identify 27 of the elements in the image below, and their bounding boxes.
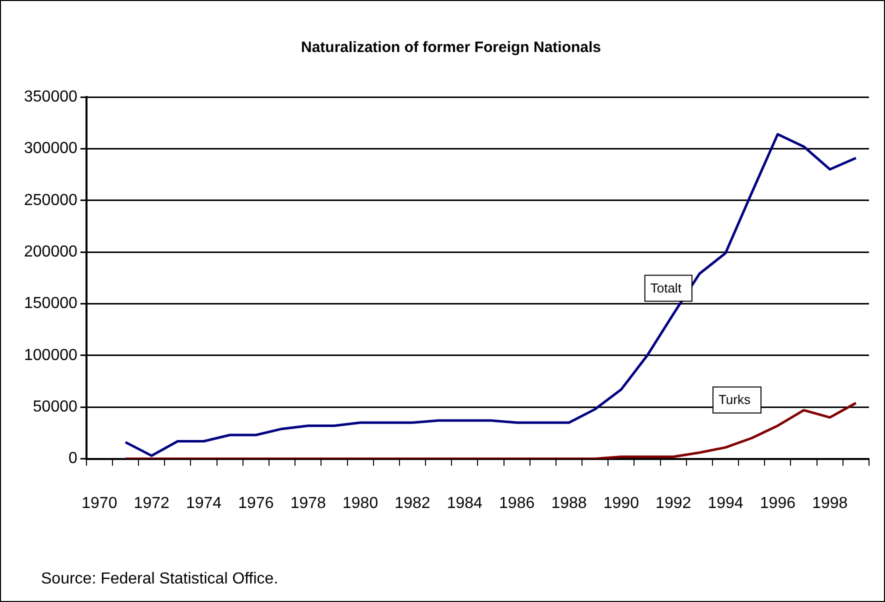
x-tick-label: 1998 (812, 494, 848, 512)
x-tick-label: 1978 (290, 494, 326, 512)
chart-title: Naturalization of former Foreign Nationals (300, 39, 602, 56)
x-tick-label: 1970 (82, 494, 118, 512)
x-tick-label: 1990 (603, 494, 640, 512)
x-tick-label: 1982 (394, 494, 430, 512)
x-tick-label: 1996 (760, 494, 796, 512)
y-tick-label: 150000 (24, 295, 78, 312)
x-tick-label: 1992 (656, 494, 692, 512)
x-tick-label: 1974 (186, 494, 222, 512)
text: Turks (718, 392, 751, 408)
x-tick-label: 1972 (134, 494, 170, 512)
series-label: Totalt (650, 280, 682, 296)
y-tick-label: 300000 (24, 140, 78, 158)
y-tick-label: 50000 (32, 398, 78, 416)
y-tick-label: 0 (68, 450, 78, 468)
x-tick-label: 1980 (342, 494, 378, 512)
y-tick-label: 350000 (24, 88, 78, 106)
x-tick-label: 1984 (446, 494, 483, 512)
y-tick-label: 250000 (24, 192, 78, 209)
y-tick-label: 200000 (24, 243, 78, 260)
source-note: Source: Federal Statistical Office. (41, 570, 278, 588)
x-tick-label: 1976 (238, 494, 274, 512)
x-tick-label: 1988 (551, 494, 587, 512)
y-tick-label: 100000 (24, 346, 78, 364)
x-tick-label: 1994 (708, 494, 744, 512)
x-tick-label: 1986 (499, 494, 535, 512)
